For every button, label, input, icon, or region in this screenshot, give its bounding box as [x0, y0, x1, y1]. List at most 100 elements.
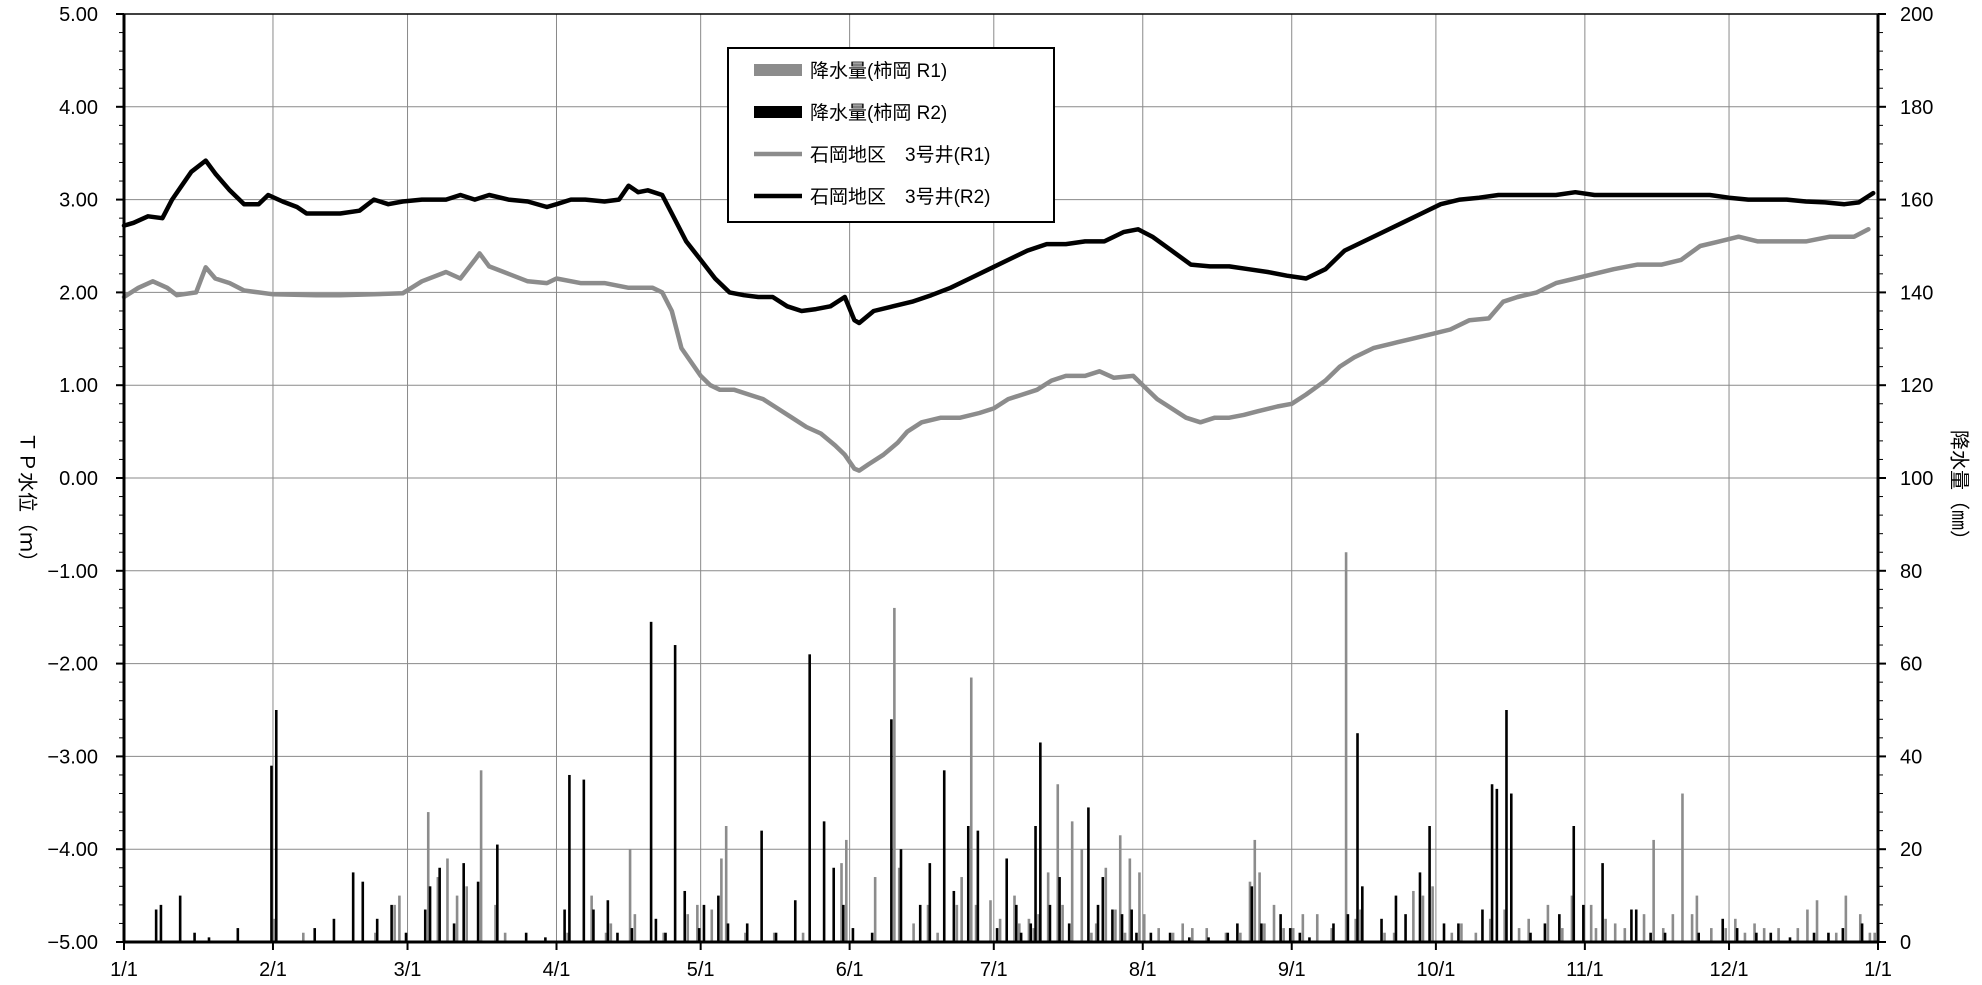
precip-r1-bar — [1724, 928, 1728, 942]
precip-r1-bar — [1239, 932, 1242, 942]
x-tick-label: 7/1 — [980, 959, 1008, 980]
precip-r2-bar — [1697, 932, 1700, 942]
precip-r2-bar — [832, 867, 836, 942]
precip-r1-bar — [1777, 928, 1780, 942]
precip-r1-bar — [720, 858, 723, 942]
precip-r1-bar — [893, 607, 896, 942]
precip-r2-bar — [976, 830, 980, 942]
precip-r1-bar — [1450, 932, 1454, 942]
precip-r2-bar — [207, 937, 211, 942]
precip-r1-bar — [1868, 932, 1872, 942]
precip-r2-bar — [808, 654, 811, 942]
y-tick-right: 0 — [1900, 932, 1911, 954]
precip-r2-bar — [1096, 904, 1100, 942]
precip-r1-bar — [1734, 918, 1737, 942]
precip-r1-bar — [633, 914, 637, 942]
precip-r2-bar — [159, 904, 163, 942]
precip-r1-bar — [494, 904, 497, 942]
precip-r2-bar — [1120, 914, 1124, 942]
precip-r2-bar — [1380, 918, 1383, 942]
legend-box — [727, 47, 1055, 223]
y-tick-left: 2.00 — [59, 282, 98, 304]
precip-r2-bar — [1188, 937, 1191, 942]
y-tick-right: 120 — [1900, 375, 1933, 397]
precip-r1-bar — [1527, 918, 1530, 942]
precip-r2-bar — [726, 923, 730, 942]
precip-r2-bar — [793, 900, 797, 942]
precip-r2-bar — [351, 872, 355, 942]
precip-r2-bar — [1481, 909, 1484, 942]
precip-r1-bar — [1224, 932, 1228, 942]
precip-r2-bar — [1308, 937, 1311, 942]
precip-r2-bar — [524, 932, 528, 942]
precip-r2-bar — [1260, 923, 1263, 942]
precip-r1-bar — [1834, 932, 1838, 942]
precip-r2-bar — [1394, 895, 1398, 942]
precip-r2-bar — [1505, 710, 1508, 942]
precip-r1-bar — [1027, 918, 1031, 942]
precip-r1-bar — [1181, 923, 1185, 942]
precip-r1-bar — [455, 895, 459, 942]
x-tick-label: 5/1 — [687, 959, 715, 980]
precip-r2-bar — [717, 895, 720, 942]
precip-r1-bar — [1690, 914, 1694, 942]
precip-r1-bar — [1844, 895, 1848, 942]
precip-r2-bar — [952, 890, 956, 942]
precip-r1-bar — [1123, 932, 1127, 942]
series-line-r1 — [121, 227, 1871, 473]
precip-r1-bar — [1046, 872, 1050, 942]
precip-r1-bar — [1681, 793, 1684, 942]
precip-r1-bar — [969, 677, 973, 942]
x-tick-label: 1/1 — [1864, 959, 1892, 980]
precip-r2-bar — [1457, 923, 1460, 942]
y-tick-left: −3.00 — [47, 746, 98, 768]
precip-r1-bar — [628, 849, 632, 942]
precip-r2-bar — [1288, 928, 1292, 942]
precip-r2-bar — [1630, 909, 1633, 942]
precip-r2-bar — [332, 918, 336, 942]
precip-r2-bar — [1236, 923, 1239, 942]
precip-r1-bar — [1383, 932, 1386, 942]
precip-r1-bar — [989, 900, 992, 942]
precip-r2-bar — [1418, 872, 1422, 942]
precip-r2-bar — [995, 928, 999, 942]
precip-r2-bar — [544, 937, 547, 942]
axes — [116, 13, 1886, 950]
precip-r1-bar — [1517, 928, 1521, 942]
precip-r1-bar — [1762, 928, 1766, 942]
precip-r1-bar — [1114, 909, 1117, 942]
precip-r2-bar — [1058, 877, 1061, 942]
precip-r1-bar — [1695, 895, 1699, 942]
precip-r2-bar — [1029, 923, 1033, 942]
precip-r1-bar — [590, 895, 593, 942]
precip-r2-bar — [1860, 923, 1864, 942]
legend-label: 降水量(柿岡 R1) — [810, 60, 947, 82]
y-tick-left: 3.00 — [59, 190, 98, 212]
y-tick-left: 0.00 — [59, 468, 98, 490]
precip-r1-bar — [1642, 914, 1646, 942]
precip-r1-bar — [724, 826, 728, 942]
precip-r1-bar — [1594, 928, 1598, 942]
precip-r2-bar — [966, 826, 970, 942]
precip-r2-bar — [1735, 928, 1739, 942]
precip-r2-bar — [649, 621, 653, 942]
precip-r2-bar — [423, 909, 427, 942]
precip-r2-bar — [1048, 904, 1052, 942]
precip-r2-bar — [193, 932, 196, 942]
y-tick-left: −2.00 — [47, 654, 98, 676]
precip-r1-bar — [465, 886, 468, 942]
precip-r1-bar — [566, 932, 569, 942]
precip-r2-bar — [428, 886, 432, 942]
y-tick-right: 200 — [1900, 4, 1933, 26]
precip-r2-bar — [313, 928, 317, 942]
precip-r1-bar — [1171, 932, 1175, 942]
precip-r1-bar — [1080, 849, 1084, 942]
precip-r2-bar — [918, 904, 922, 942]
precip-r2-bar — [1812, 932, 1816, 942]
precip-r1-bar — [955, 904, 959, 942]
precip-r1-bar — [1037, 914, 1040, 942]
precip-r2-bar — [851, 928, 855, 942]
precip-r2-bar — [563, 909, 566, 942]
